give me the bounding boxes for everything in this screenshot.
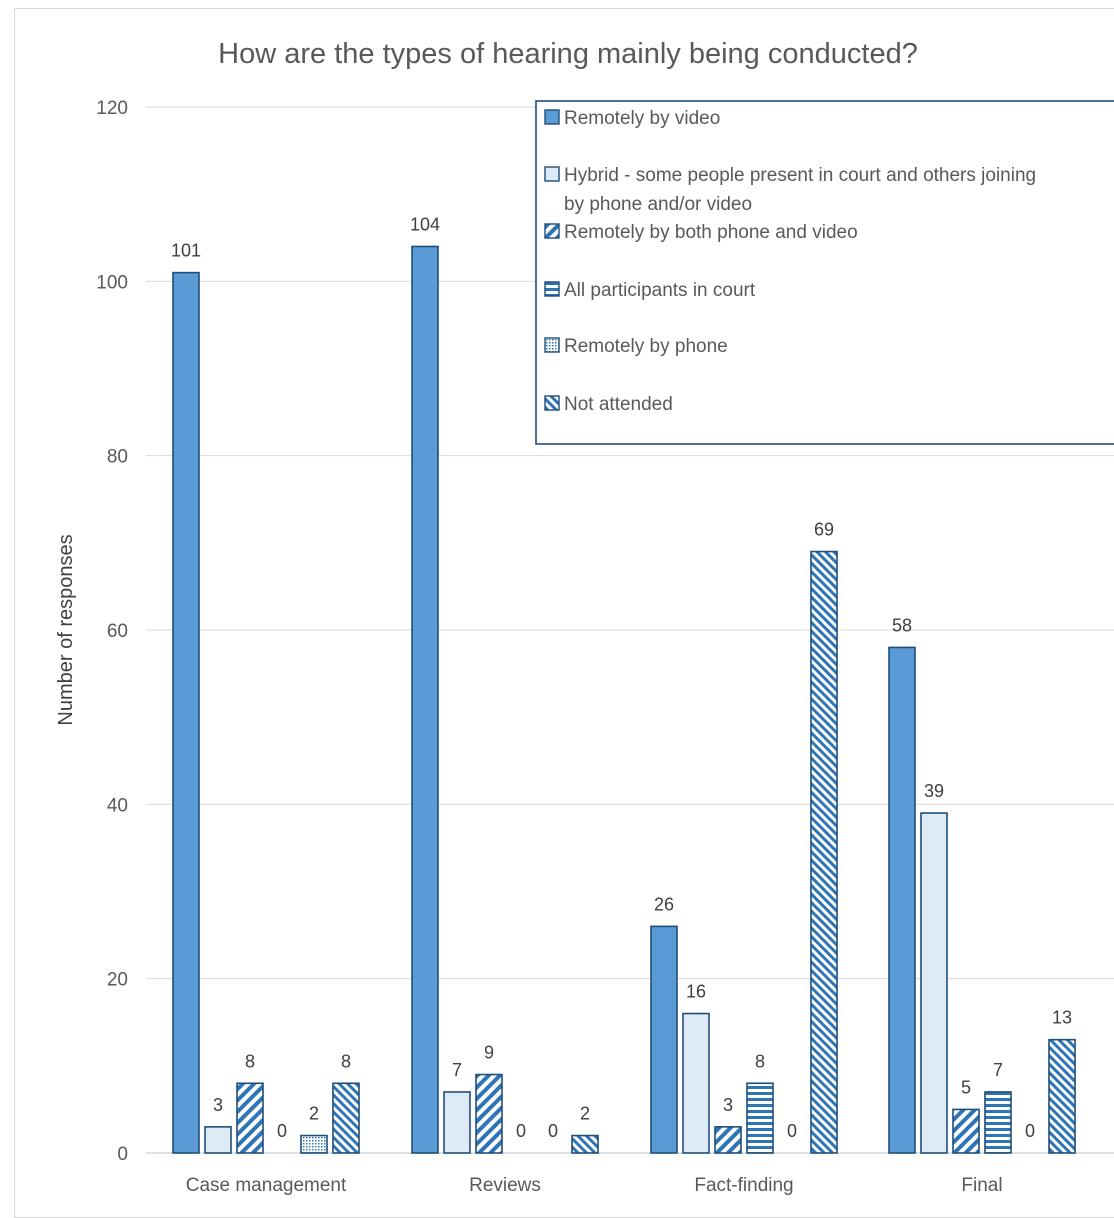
data-label: 7: [452, 1060, 462, 1080]
x-axis-ticks: Case management Reviews Fact-finding Final: [186, 1175, 1003, 1196]
data-label: 0: [1025, 1121, 1035, 1141]
legend-swatch: [544, 281, 560, 297]
bar: [300, 1134, 328, 1154]
y-tick-label: 80: [107, 447, 128, 468]
legend-label: by phone and/or video: [564, 194, 752, 215]
data-label: 69: [814, 520, 834, 540]
data-label: 58: [892, 615, 912, 635]
data-label: 8: [245, 1051, 255, 1071]
bar: [920, 812, 948, 1154]
y-tick-label: 40: [107, 795, 128, 816]
data-label: 8: [341, 1051, 351, 1071]
bar: [714, 1126, 742, 1154]
legend-swatch: [544, 395, 560, 411]
bar: [650, 925, 678, 1154]
y-tick-label: 0: [117, 1144, 128, 1165]
bar: [746, 1082, 774, 1154]
bar: [172, 271, 200, 1154]
bar: [810, 550, 838, 1154]
data-label: 13: [1052, 1008, 1072, 1028]
data-label: 3: [723, 1095, 733, 1115]
data-label: 104: [410, 214, 440, 234]
y-tick-label: 60: [107, 621, 128, 642]
y-axis-label: Number of responses: [55, 534, 77, 725]
data-label: 0: [787, 1121, 797, 1141]
data-label: 7: [993, 1060, 1003, 1080]
legend-swatch: [544, 166, 560, 182]
legend-label: Hybrid - some people present in court an…: [564, 165, 1036, 186]
bar: [411, 245, 439, 1154]
legend-label: Remotely by both phone and video: [564, 222, 858, 243]
data-label: 3: [213, 1095, 223, 1115]
data-label: 16: [686, 982, 706, 1002]
x-tick-label: Reviews: [469, 1175, 541, 1196]
data-label: 26: [654, 894, 674, 914]
data-label: 8: [755, 1051, 765, 1071]
bar: [204, 1126, 232, 1154]
legend: Remotely by video Hybrid - some people pr…: [535, 100, 1114, 445]
bar: [1048, 1038, 1076, 1154]
y-tick-label: 120: [96, 98, 128, 119]
bar: [475, 1073, 503, 1154]
data-label: 9: [484, 1043, 494, 1063]
y-tick-label: 100: [96, 272, 128, 293]
data-label: 0: [277, 1121, 287, 1141]
legend-label: Remotely by phone: [564, 336, 728, 357]
legend-box: [535, 100, 1114, 445]
legend-label: Not attended: [564, 394, 673, 415]
data-label: 2: [309, 1104, 319, 1124]
data-label: 0: [516, 1121, 526, 1141]
bar: [443, 1091, 471, 1154]
data-label: 0: [548, 1121, 558, 1141]
bar: [236, 1082, 264, 1154]
data-label: 39: [924, 781, 944, 801]
chart-title: How are the types of hearing mainly bein…: [218, 38, 918, 70]
data-label: 101: [171, 241, 201, 261]
data-label: 2: [580, 1104, 590, 1124]
bar: [332, 1082, 360, 1154]
legend-swatch: [544, 109, 560, 125]
data-label: 5: [961, 1077, 971, 1097]
x-tick-label: Case management: [186, 1175, 347, 1196]
bars: [172, 245, 1076, 1154]
bar: [682, 1012, 710, 1154]
bar: [888, 646, 916, 1154]
legend-swatch: [544, 223, 560, 239]
legend-label: Remotely by video: [564, 108, 720, 129]
y-tick-label: 20: [107, 970, 128, 991]
bar: [984, 1091, 1012, 1154]
legend-label: All participants in court: [564, 280, 756, 301]
y-axis-ticks: 0 20 40 60 80 100 120: [96, 98, 128, 1165]
x-tick-label: Final: [961, 1175, 1002, 1196]
bar: [952, 1108, 980, 1154]
bar: [571, 1134, 599, 1154]
x-tick-label: Fact-finding: [694, 1175, 793, 1196]
legend-swatch: [544, 337, 560, 353]
